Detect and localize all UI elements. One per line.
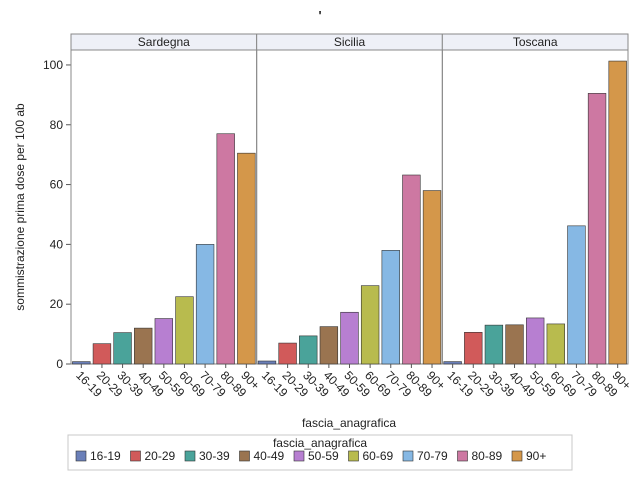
chart-panels: Sardegna16-1920-2930-3940-4950-5960-6970… — [70, 33, 634, 400]
legend-item-20-29: 20-29 — [130, 449, 176, 463]
bar-sicilia-80-89 — [402, 174, 421, 365]
bar-sardegna-40-49 — [134, 327, 153, 365]
y-tick-label: 0 — [56, 357, 63, 371]
bar-sicilia-20-29 — [278, 342, 297, 365]
legend-swatch — [239, 450, 250, 462]
legend-item-90+: 90+ — [511, 449, 546, 463]
bar-toscana-30-39 — [484, 324, 504, 365]
legend-item-80-89: 80-89 — [457, 449, 503, 463]
bar-sicilia-90+ — [422, 190, 442, 365]
legend-label: 80-89 — [472, 449, 503, 463]
legend-item-70-79: 70-79 — [402, 449, 448, 463]
y-tick-label: 60 — [50, 178, 64, 192]
bar-sicilia-60-69 — [360, 285, 380, 365]
legend-label: 20-29 — [145, 449, 176, 463]
legend-item-16-19: 16-19 — [75, 449, 121, 463]
legend-swatch — [293, 450, 305, 462]
legend-item-50-59: 50-59 — [293, 449, 339, 463]
legend-label: 50-59 — [308, 449, 339, 463]
bar-sardegna-30-39 — [113, 332, 132, 365]
bar-toscana-16-19 — [443, 361, 462, 365]
legend-item-40-49: 40-49 — [239, 449, 285, 463]
legend-swatch — [511, 450, 523, 462]
legend-label: 30-39 — [199, 449, 230, 463]
legend-items: 16-19 20-29 30-39 40-49 50-59 60-69 70-79 80-89… — [75, 449, 546, 463]
y-axis-label: sommistrazione prima dose per 100 ab — [13, 103, 27, 311]
bar-sardegna-50-59 — [154, 318, 174, 365]
bar-sardegna-16-19 — [72, 361, 91, 365]
legend-item-30-39: 30-39 — [184, 449, 230, 463]
panel-toscana: Toscana16-1920-2930-3940-4950-5960-6970-… — [441, 33, 634, 400]
legend-swatch — [348, 450, 359, 462]
panel-title: Toscana — [513, 35, 558, 49]
legend: fascia_anagrafica 16-19 20-29 30-39 40-49 50… — [67, 434, 573, 471]
legend-frame — [67, 434, 573, 471]
y-axis: 0 20 40 60 80 100 — [43, 34, 72, 371]
bar-toscana-90+ — [608, 60, 627, 365]
y-tick-label: 40 — [50, 237, 64, 251]
y-tick-label: 80 — [50, 118, 64, 132]
legend-title: fascia_anagrafica — [273, 436, 367, 450]
bar-sardegna-70-79 — [195, 244, 215, 365]
y-tick-label: 100 — [43, 58, 63, 72]
bar-toscana-60-69 — [546, 323, 565, 365]
bar-sardegna-90+ — [237, 152, 256, 365]
legend-swatch — [184, 450, 196, 462]
chart-title: ' — [318, 8, 321, 23]
bar-toscana-40-49 — [505, 324, 524, 365]
bar-toscana-80-89 — [587, 93, 607, 365]
panel-title: Sicilia — [334, 35, 366, 49]
legend-swatch — [75, 450, 87, 462]
bar-sicilia-16-19 — [257, 360, 277, 365]
bar-sicilia-70-79 — [381, 250, 400, 365]
bar-toscana-20-29 — [464, 332, 483, 365]
bar-sardegna-20-29 — [92, 343, 112, 365]
bar-sicilia-50-59 — [340, 311, 359, 365]
legend-swatch — [130, 450, 141, 462]
legend-label: 40-49 — [254, 449, 285, 463]
legend-swatch — [402, 450, 414, 462]
y-tick-label: 20 — [50, 297, 64, 311]
legend-label: 90+ — [526, 449, 546, 463]
legend-item-60-69: 60-69 — [348, 449, 394, 463]
bar-sardegna-80-89 — [216, 133, 235, 365]
legend-label: 16-19 — [90, 449, 121, 463]
legend-label: 60-69 — [363, 449, 394, 463]
bar-toscana-50-59 — [525, 317, 545, 365]
panel-sicilia: Sicilia16-1920-2930-3940-4950-5960-6970-… — [256, 33, 448, 400]
bar-sicilia-40-49 — [319, 326, 339, 365]
legend-swatch — [457, 450, 468, 462]
x-axis-label: fascia_anagrafica — [302, 416, 396, 430]
bar-sardegna-60-69 — [175, 296, 194, 365]
legend-label: 70-79 — [417, 449, 448, 463]
bar-toscana-70-79 — [567, 225, 586, 365]
panel-title: Sardegna — [138, 35, 190, 49]
bar-sicilia-30-39 — [299, 335, 318, 365]
panel-sardegna: Sardegna16-1920-2930-3940-4950-5960-6970… — [70, 33, 263, 400]
